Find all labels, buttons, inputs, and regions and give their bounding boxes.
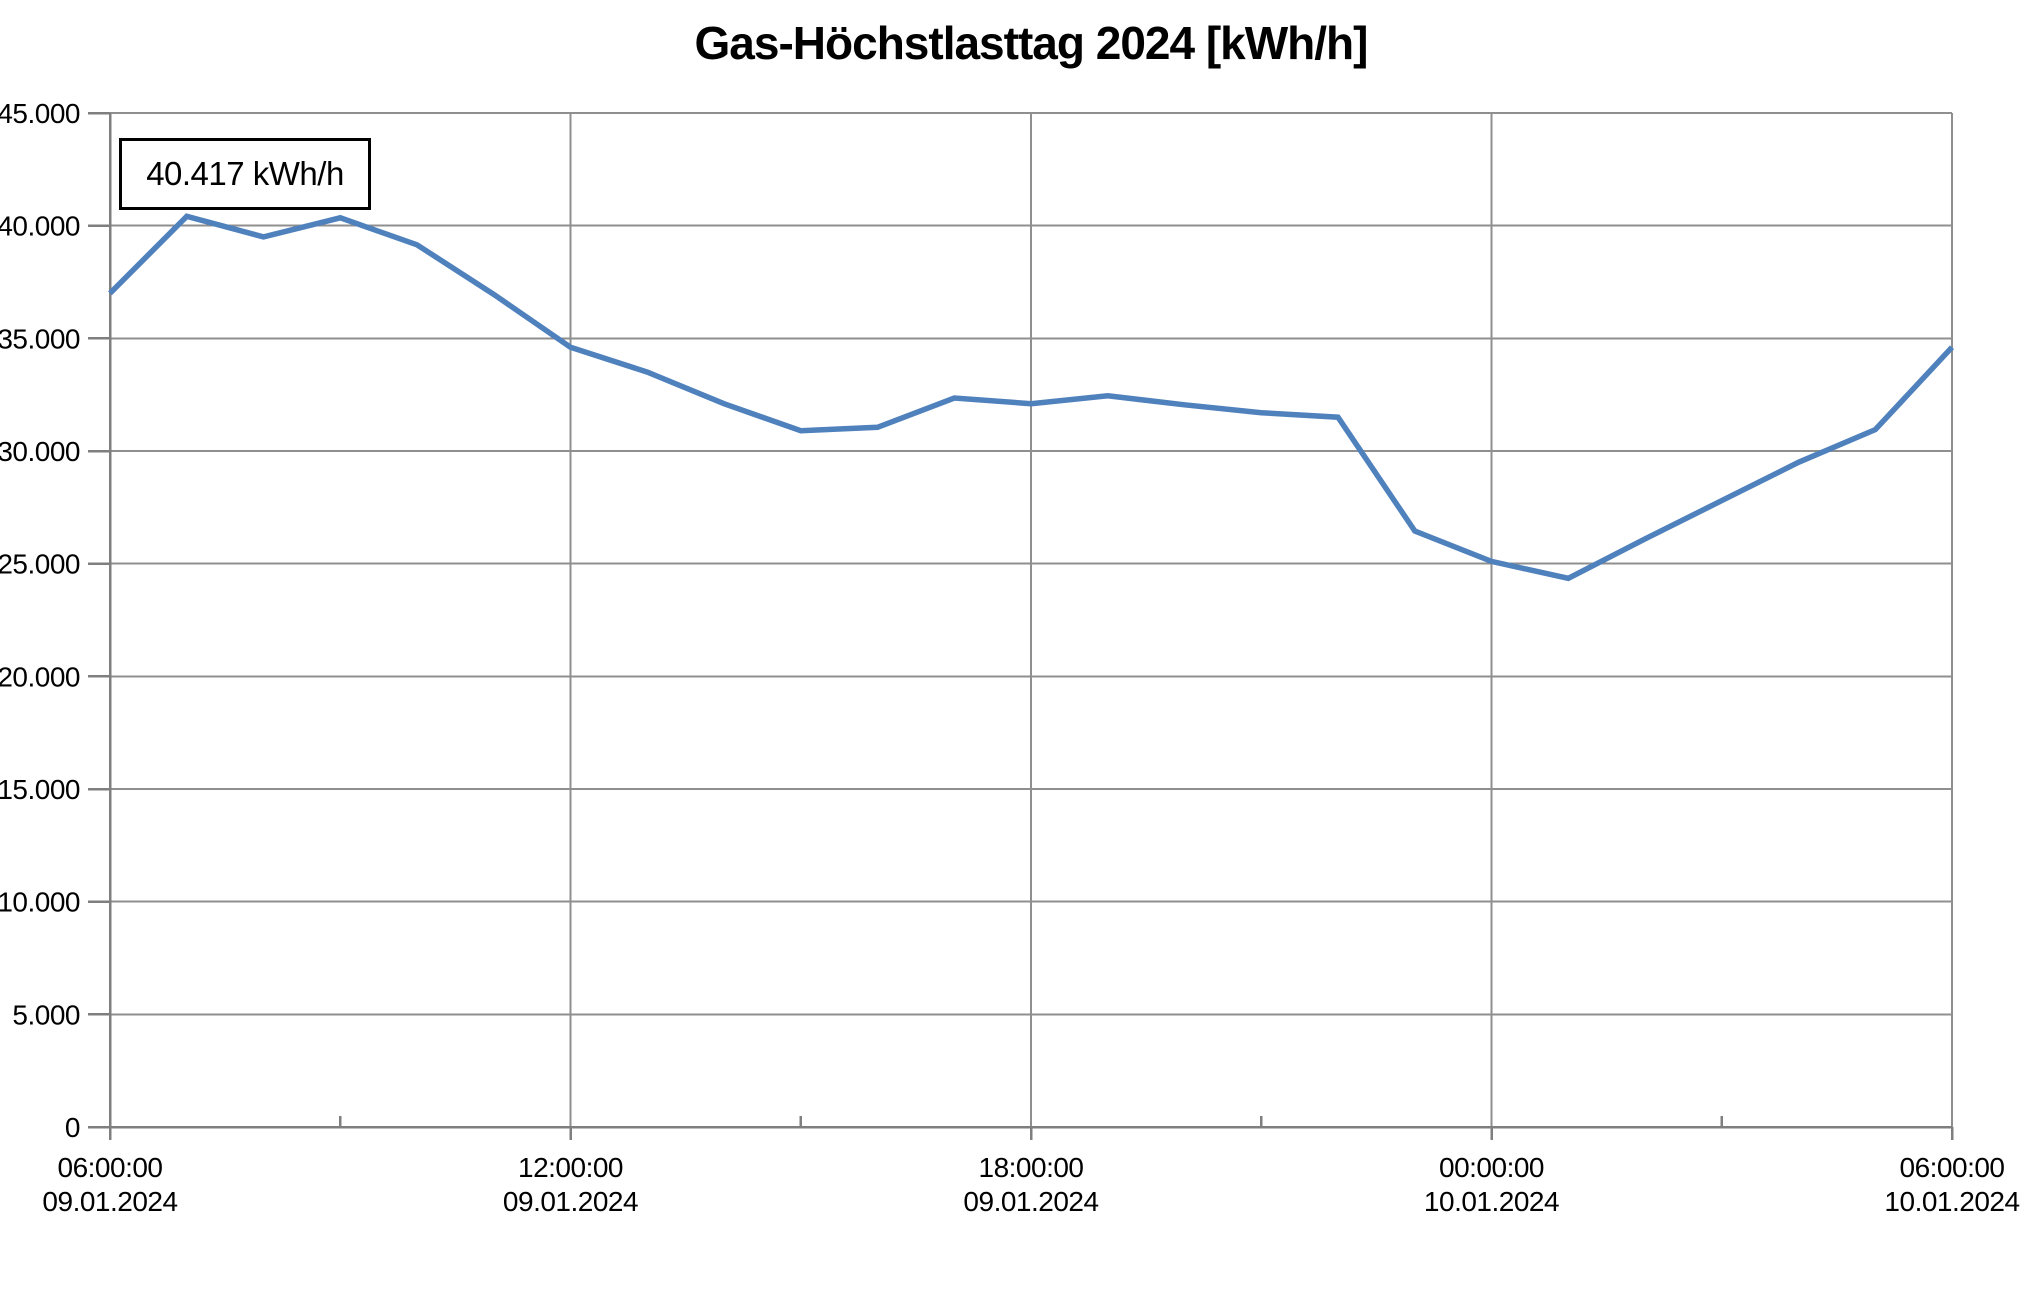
x-axis-time-label: 18:00:00 (979, 1152, 1084, 1183)
chart-title: Gas-Höchstlasttag 2024 [kWh/h] (694, 17, 1369, 69)
y-axis-label: 35.000 (0, 323, 80, 354)
x-axis-time-label: 12:00:00 (518, 1152, 623, 1183)
x-axis-date-label: 09.01.2024 (42, 1186, 177, 1217)
y-axis-label: 5.000 (12, 999, 80, 1030)
y-axis-label: 10.000 (0, 887, 80, 918)
x-axis-time-label: 06:00:00 (1900, 1152, 2005, 1183)
peak-annotation-label: 40.417 kWh/h (146, 155, 344, 192)
y-axis-label: 45.000 (0, 98, 80, 129)
y-axis-label: 15.000 (0, 774, 80, 805)
peak-annotation-box: 40.417 kWh/h (119, 138, 371, 210)
y-axis-label: 30.000 (0, 436, 80, 467)
x-axis-time-label: 06:00:00 (58, 1152, 163, 1183)
y-axis-label: 0 (65, 1112, 80, 1143)
x-axis-date-label: 09.01.2024 (963, 1186, 1098, 1217)
x-axis-date-label: 09.01.2024 (503, 1186, 638, 1217)
y-axis-label: 20.000 (0, 661, 80, 692)
x-axis-date-label: 10.01.2024 (1884, 1186, 2019, 1217)
y-axis-label: 25.000 (0, 549, 80, 580)
x-axis-time-label: 00:00:00 (1439, 1152, 1544, 1183)
y-axis-label: 40.000 (0, 211, 80, 242)
gas-load-series-line (108, 213, 1955, 582)
x-axis-date-label: 10.01.2024 (1424, 1186, 1559, 1217)
